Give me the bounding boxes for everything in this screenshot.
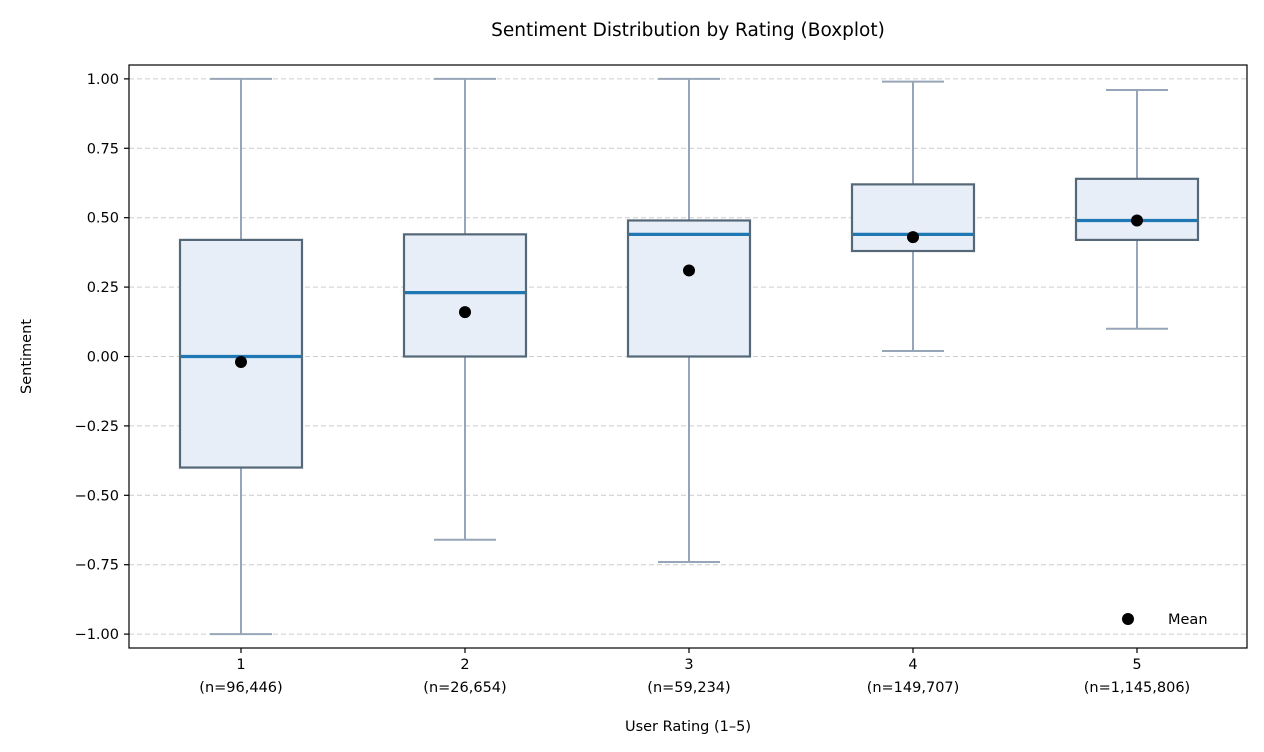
y-axis-label: Sentiment: [19, 319, 35, 394]
x-tick-label: 2: [460, 657, 469, 673]
x-tick-label: 1: [236, 657, 245, 673]
mean-marker: [683, 264, 695, 277]
box-group-rating-4: [850, 80, 976, 352]
box-group-rating-1: [178, 77, 304, 636]
x-tick-label: 5: [1132, 657, 1141, 673]
box-group-rating-2: [402, 77, 528, 541]
mean-marker: [235, 356, 247, 369]
x-tick-count-label: (n=149,707): [867, 680, 960, 696]
iqr-box: [1074, 177, 1200, 241]
box-layer: [178, 77, 1200, 636]
legend: Mean: [1122, 612, 1208, 628]
y-axis-ticks: 1.00 0.75 0.50 0.25 0.00 −0.25 −0.50 −0.75 −1.00: [75, 72, 129, 643]
y-tick-label: −0.25: [75, 419, 119, 435]
x-axis-label: User Rating (1–5): [625, 719, 751, 735]
y-tick-label: 0.50: [87, 211, 119, 227]
box-group-rating-3: [626, 77, 752, 563]
mean-marker: [459, 306, 471, 319]
iqr-box: [402, 233, 528, 358]
x-tick-label: 4: [908, 657, 917, 673]
x-axis-ticks: 1 (n=96,446) 2 (n=26,654) 3 (n=59,234) 4 (n=149…: [199, 648, 1190, 696]
chart-title: Sentiment Distribution by Rating (Boxplo…: [491, 20, 885, 41]
y-tick-label: 0.25: [87, 280, 119, 296]
plot-frame: [128, 64, 1248, 649]
iqr-box: [178, 238, 304, 469]
x-tick-count-label: (n=1,145,806): [1084, 680, 1190, 696]
grid-lines: [129, 78, 1247, 635]
x-tick-count-label: (n=59,234): [647, 680, 730, 696]
legend-mean-label: Mean: [1168, 612, 1208, 628]
y-tick-label: 0.00: [87, 350, 119, 366]
y-tick-label: −0.75: [75, 558, 119, 574]
mean-marker: [907, 231, 919, 244]
y-tick-label: −0.50: [75, 488, 119, 504]
box-group-rating-5: [1074, 88, 1200, 330]
y-tick-label: 1.00: [87, 72, 119, 88]
legend-mean-marker: [1122, 613, 1134, 625]
iqr-box: [626, 219, 752, 358]
mean-marker: [1131, 214, 1143, 227]
y-tick-label: −1.00: [75, 627, 119, 643]
x-tick-label: 3: [684, 657, 693, 673]
y-tick-label: 0.75: [87, 141, 119, 157]
x-tick-count-label: (n=26,654): [423, 680, 506, 696]
x-tick-count-label: (n=96,446): [199, 680, 282, 696]
